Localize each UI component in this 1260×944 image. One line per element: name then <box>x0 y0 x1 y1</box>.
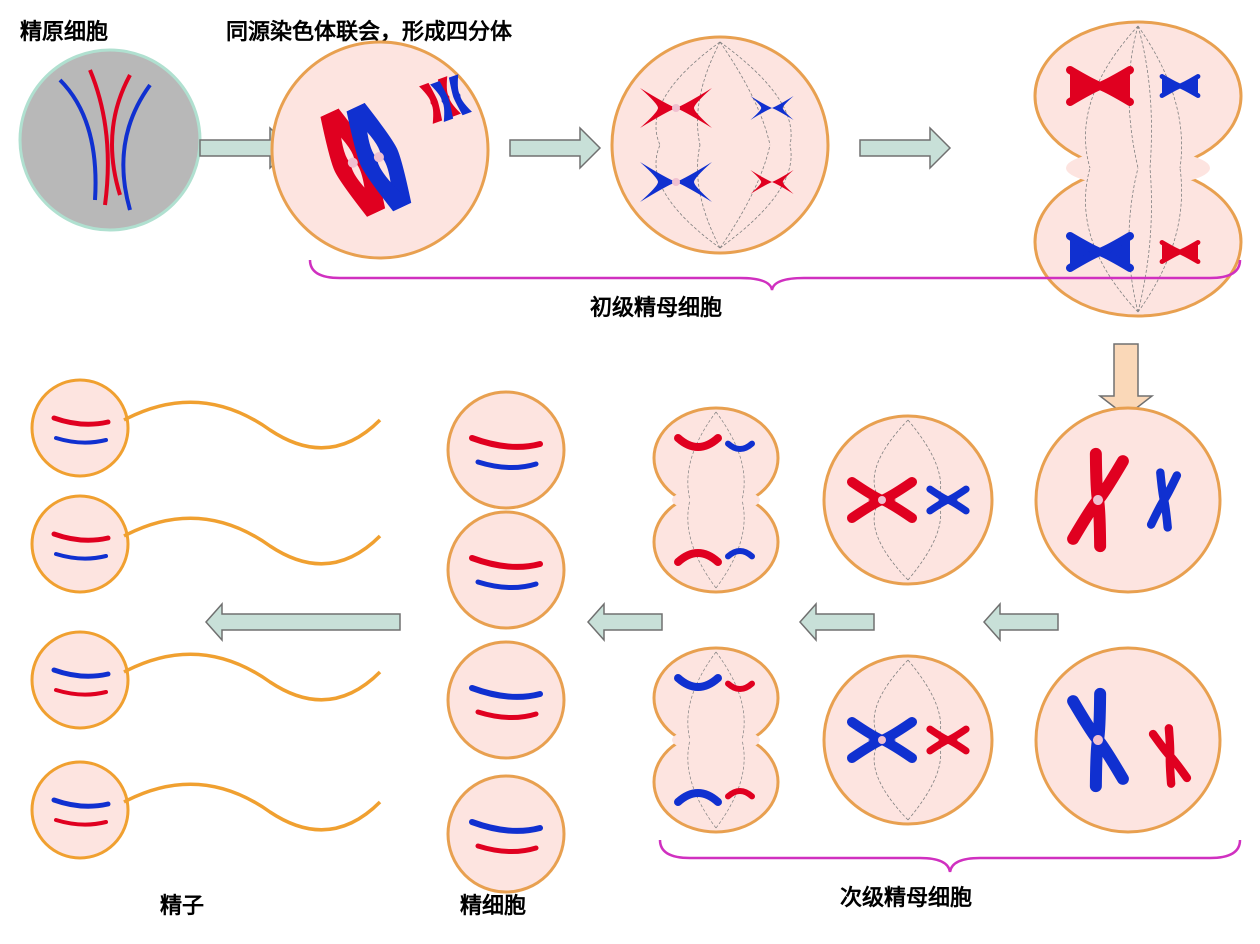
secondary-cell-upper <box>1036 408 1220 592</box>
metaphase2-lower <box>824 656 992 824</box>
primary-cell-metaphase <box>612 37 828 253</box>
sperm-1 <box>32 380 380 476</box>
primary-cell-synapsis <box>272 42 488 258</box>
anaphase2-upper <box>654 408 778 592</box>
secondary-cell-lower <box>1036 648 1220 832</box>
arrow-right-2 <box>510 128 600 168</box>
spermatid-1 <box>448 392 564 508</box>
arrow-left-1 <box>984 604 1058 640</box>
arrow-left-2 <box>800 604 874 640</box>
spermatogonium-cell <box>20 50 200 230</box>
sperm-4 <box>32 762 380 858</box>
brace-secondary <box>660 840 1240 872</box>
arrow-left-4 <box>206 604 400 640</box>
sperm-2 <box>32 496 380 592</box>
arrow-right-3 <box>860 128 950 168</box>
spermatid-2 <box>448 512 564 628</box>
diagram-canvas <box>0 0 1260 944</box>
anaphase2-lower <box>654 648 778 832</box>
primary-cell-anaphase <box>1035 22 1241 316</box>
sperm-3 <box>32 632 380 728</box>
arrow-left-3 <box>588 604 662 640</box>
metaphase2-upper <box>824 416 992 584</box>
spermatid-4 <box>448 776 564 892</box>
arrow-down <box>1100 344 1152 416</box>
spermatid-3 <box>448 642 564 758</box>
